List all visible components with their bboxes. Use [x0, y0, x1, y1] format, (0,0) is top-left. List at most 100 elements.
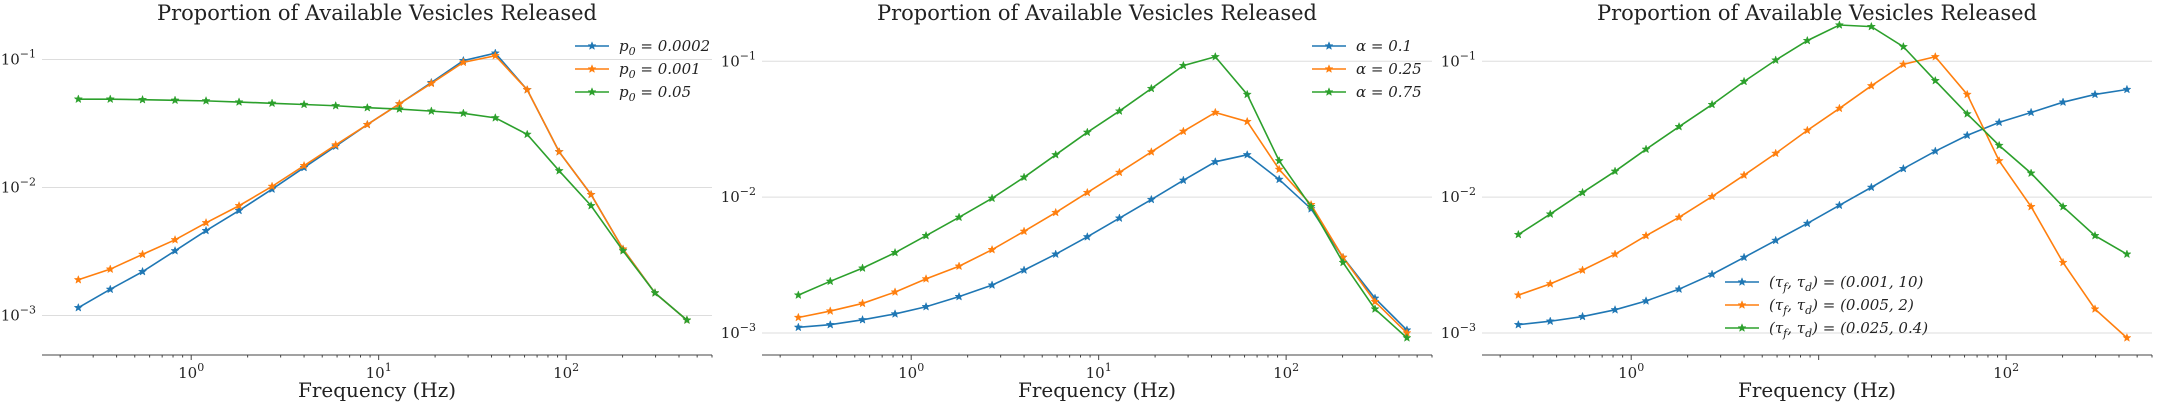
series-2: [793, 107, 1412, 337]
legend-marker: [1737, 323, 1747, 332]
data-point: [1898, 41, 1909, 51]
data-point: [299, 160, 309, 170]
data-point: [2026, 107, 2036, 117]
data-point: [73, 302, 84, 312]
data-point: [170, 234, 180, 244]
data-point: [1707, 191, 1717, 201]
series-3: [73, 94, 692, 325]
y-tick-label: 10−3: [1, 303, 36, 324]
data-point: [1114, 167, 1125, 177]
data-point: [2058, 257, 2068, 267]
data-point: [987, 244, 997, 254]
data-point: [2090, 89, 2100, 99]
data-point: [490, 112, 500, 122]
data-point: [1242, 116, 1252, 126]
series-line: [78, 54, 688, 321]
data-point: [1402, 332, 1412, 342]
data-point: [2122, 332, 2132, 342]
data-point: [1146, 83, 1157, 93]
y-tick-label: 10−1: [721, 49, 756, 70]
legend-marker: [1737, 300, 1747, 309]
data-point: [73, 274, 84, 284]
data-point: [1545, 209, 1555, 219]
data-point: [1994, 140, 2004, 150]
y-tick-label: 10−2: [1, 175, 36, 196]
series-line: [798, 153, 1408, 331]
data-point: [1242, 149, 1252, 159]
data-point: [1019, 172, 1029, 182]
data-point: [1306, 201, 1316, 211]
data-point: [1674, 284, 1684, 294]
data-point: [362, 102, 373, 112]
data-point: [825, 276, 835, 286]
data-point: [1641, 296, 1651, 305]
x-axis-label: Frequency (Hz): [1018, 378, 1176, 402]
data-point: [825, 319, 835, 329]
series-line: [77, 52, 688, 321]
data-point: [857, 263, 868, 273]
data-point: [1146, 147, 1157, 156]
data-point: [1019, 226, 1029, 236]
x-tick-label: 102: [553, 361, 579, 382]
data-point: [267, 98, 277, 108]
legend-marker: [1737, 277, 1747, 286]
legend-entry: p0​ = 0.0002: [619, 37, 710, 58]
series-line: [78, 98, 688, 321]
series-3: [1513, 20, 2132, 259]
data-point: [137, 249, 148, 259]
y-tick-label: 10−3: [721, 321, 756, 342]
x-tick-label: 102: [1993, 361, 2019, 382]
data-point: [954, 212, 964, 222]
data-point: [137, 94, 148, 104]
y-tick-label: 10−1: [1, 47, 36, 68]
data-point: [682, 315, 692, 325]
data-point: [1962, 130, 1972, 140]
data-point: [522, 129, 532, 139]
data-point: [2026, 168, 2036, 178]
data-point: [426, 78, 437, 88]
data-point: [458, 57, 469, 67]
data-point: [1739, 76, 1749, 86]
data-point: [1707, 99, 1717, 109]
data-point: [921, 273, 931, 283]
data-point: [2058, 97, 2068, 107]
data-point: [1545, 316, 1555, 326]
series-1: [73, 48, 692, 325]
data-point: [1739, 170, 1749, 180]
legend-marker: [587, 87, 597, 96]
chart-title: Proportion of Available Vesicles Release…: [877, 1, 1317, 25]
data-point: [1082, 127, 1093, 137]
series-line: [1518, 88, 2128, 326]
series-2: [73, 50, 692, 325]
legend-marker: [1324, 41, 1334, 50]
data-point: [201, 95, 211, 105]
data-point: [1962, 89, 1972, 99]
data-point: [234, 97, 244, 107]
data-point: [890, 287, 900, 297]
data-point: [1210, 156, 1220, 166]
data-point: [1739, 252, 1749, 262]
data-point: [1178, 175, 1189, 185]
data-point: [1545, 278, 1555, 288]
data-point: [890, 309, 900, 318]
data-point: [1898, 59, 1909, 69]
chart-title: Proportion of Available Vesicles Release…: [157, 1, 597, 25]
legend-marker: [1324, 64, 1334, 73]
data-point: [170, 95, 180, 105]
data-point: [234, 200, 244, 210]
data-point: [586, 189, 596, 199]
data-point: [1610, 166, 1620, 176]
data-point: [1994, 155, 2004, 165]
data-point: [793, 322, 804, 332]
x-tick-label: 100: [898, 361, 924, 382]
data-point: [1577, 265, 1588, 275]
series-line: [1517, 24, 2128, 255]
data-point: [1114, 213, 1125, 223]
y-tick-label: 10−2: [1441, 185, 1476, 206]
data-point: [1771, 235, 1781, 245]
data-point: [554, 165, 564, 175]
series-line: [798, 111, 1408, 334]
data-point: [1771, 55, 1781, 65]
